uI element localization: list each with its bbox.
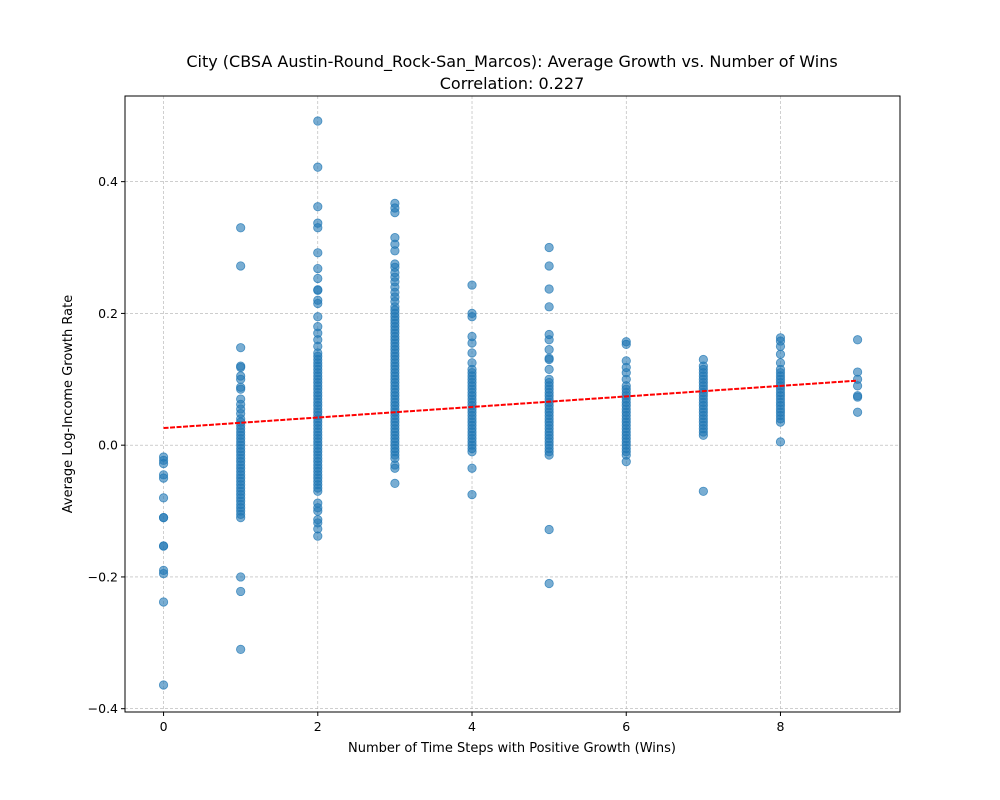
data-point: [390, 208, 400, 218]
trend-line: [163, 379, 858, 430]
data-point: [467, 338, 477, 348]
data-point: [236, 261, 246, 271]
data-point: [313, 285, 323, 295]
y-tick-label: −0.2: [88, 569, 118, 584]
data-point: [467, 312, 477, 322]
data-point: [467, 447, 477, 457]
y-axis-label: Average Log-Income Growth Rate: [61, 295, 76, 513]
data-point: [313, 116, 323, 126]
data-point: [852, 392, 863, 402]
data-point: [775, 437, 786, 447]
data-point: [775, 349, 786, 359]
data-point: [313, 264, 323, 274]
data-point: [313, 202, 323, 212]
data-point: [313, 312, 323, 322]
data-point: [158, 541, 169, 551]
y-tick-label: 0.2: [98, 306, 118, 321]
x-tick-label: 0: [160, 719, 168, 734]
data-point: [236, 223, 246, 233]
y-tick-label: 0.0: [98, 438, 118, 453]
trend-line-group: [163, 379, 858, 430]
data-point: [775, 417, 786, 427]
y-axis-ticks: −0.4 −0.2 0.0 0.2 0.4: [88, 174, 125, 716]
data-point: [158, 459, 169, 469]
data-point: [467, 489, 477, 500]
data-point: [313, 486, 323, 496]
data-point: [467, 463, 477, 473]
data-point: [544, 335, 554, 345]
data-point: [158, 513, 169, 523]
data-point: [236, 586, 246, 597]
chart-subtitle: Correlation: 0.227: [440, 74, 585, 93]
chart-title: City (CBSA Austin-Round_Rock-San_Marcos)…: [186, 52, 837, 72]
data-point: [544, 354, 554, 365]
x-axis-ticks: 0 2 4 6 8: [160, 712, 784, 734]
data-point: [313, 162, 323, 172]
x-axis-label: Number of Time Steps with Positive Growt…: [348, 741, 676, 756]
data-point: [775, 341, 786, 351]
data-point: [544, 578, 554, 589]
data-point: [236, 572, 246, 582]
data-point: [544, 284, 554, 294]
data-point: [313, 248, 323, 258]
data-point: [390, 478, 400, 488]
data-point: [544, 261, 554, 271]
data-point: [236, 343, 246, 353]
data-point: [544, 345, 554, 355]
data-point: [544, 302, 554, 312]
x-tick-label: 8: [776, 719, 784, 734]
x-tick-label: 4: [468, 719, 476, 734]
data-point: [313, 531, 323, 541]
data-point: [236, 644, 246, 655]
data-point: [236, 362, 246, 373]
data-point: [621, 457, 631, 467]
data-point: [236, 513, 246, 523]
data-point: [698, 486, 708, 496]
plot-frame: [124, 95, 901, 713]
data-point: [852, 335, 863, 345]
data-point: [698, 430, 708, 440]
data-point: [852, 407, 863, 417]
data-point: [390, 463, 400, 473]
data-point: [158, 680, 169, 690]
y-tick-label: 0.4: [98, 174, 118, 189]
data-point: [390, 246, 400, 256]
data-point: [158, 493, 169, 503]
data-point: [621, 339, 631, 349]
data-point: [236, 374, 246, 384]
data-point: [158, 597, 169, 607]
data-point: [544, 364, 554, 375]
data-point: [158, 473, 169, 483]
data-point: [158, 569, 169, 579]
data-point: [236, 384, 246, 394]
data-point: [544, 450, 554, 460]
data-point: [313, 506, 323, 516]
data-point: [544, 242, 554, 253]
data-points: [158, 116, 863, 690]
data-point: [467, 280, 477, 290]
data-point: [852, 381, 863, 391]
x-tick-label: 6: [622, 719, 630, 734]
data-point: [544, 524, 554, 535]
data-point: [313, 298, 323, 309]
data-point: [467, 348, 477, 358]
x-tick-label: 2: [314, 719, 322, 734]
data-point: [313, 223, 323, 233]
data-point: [313, 273, 323, 284]
y-tick-label: −0.4: [88, 701, 118, 716]
